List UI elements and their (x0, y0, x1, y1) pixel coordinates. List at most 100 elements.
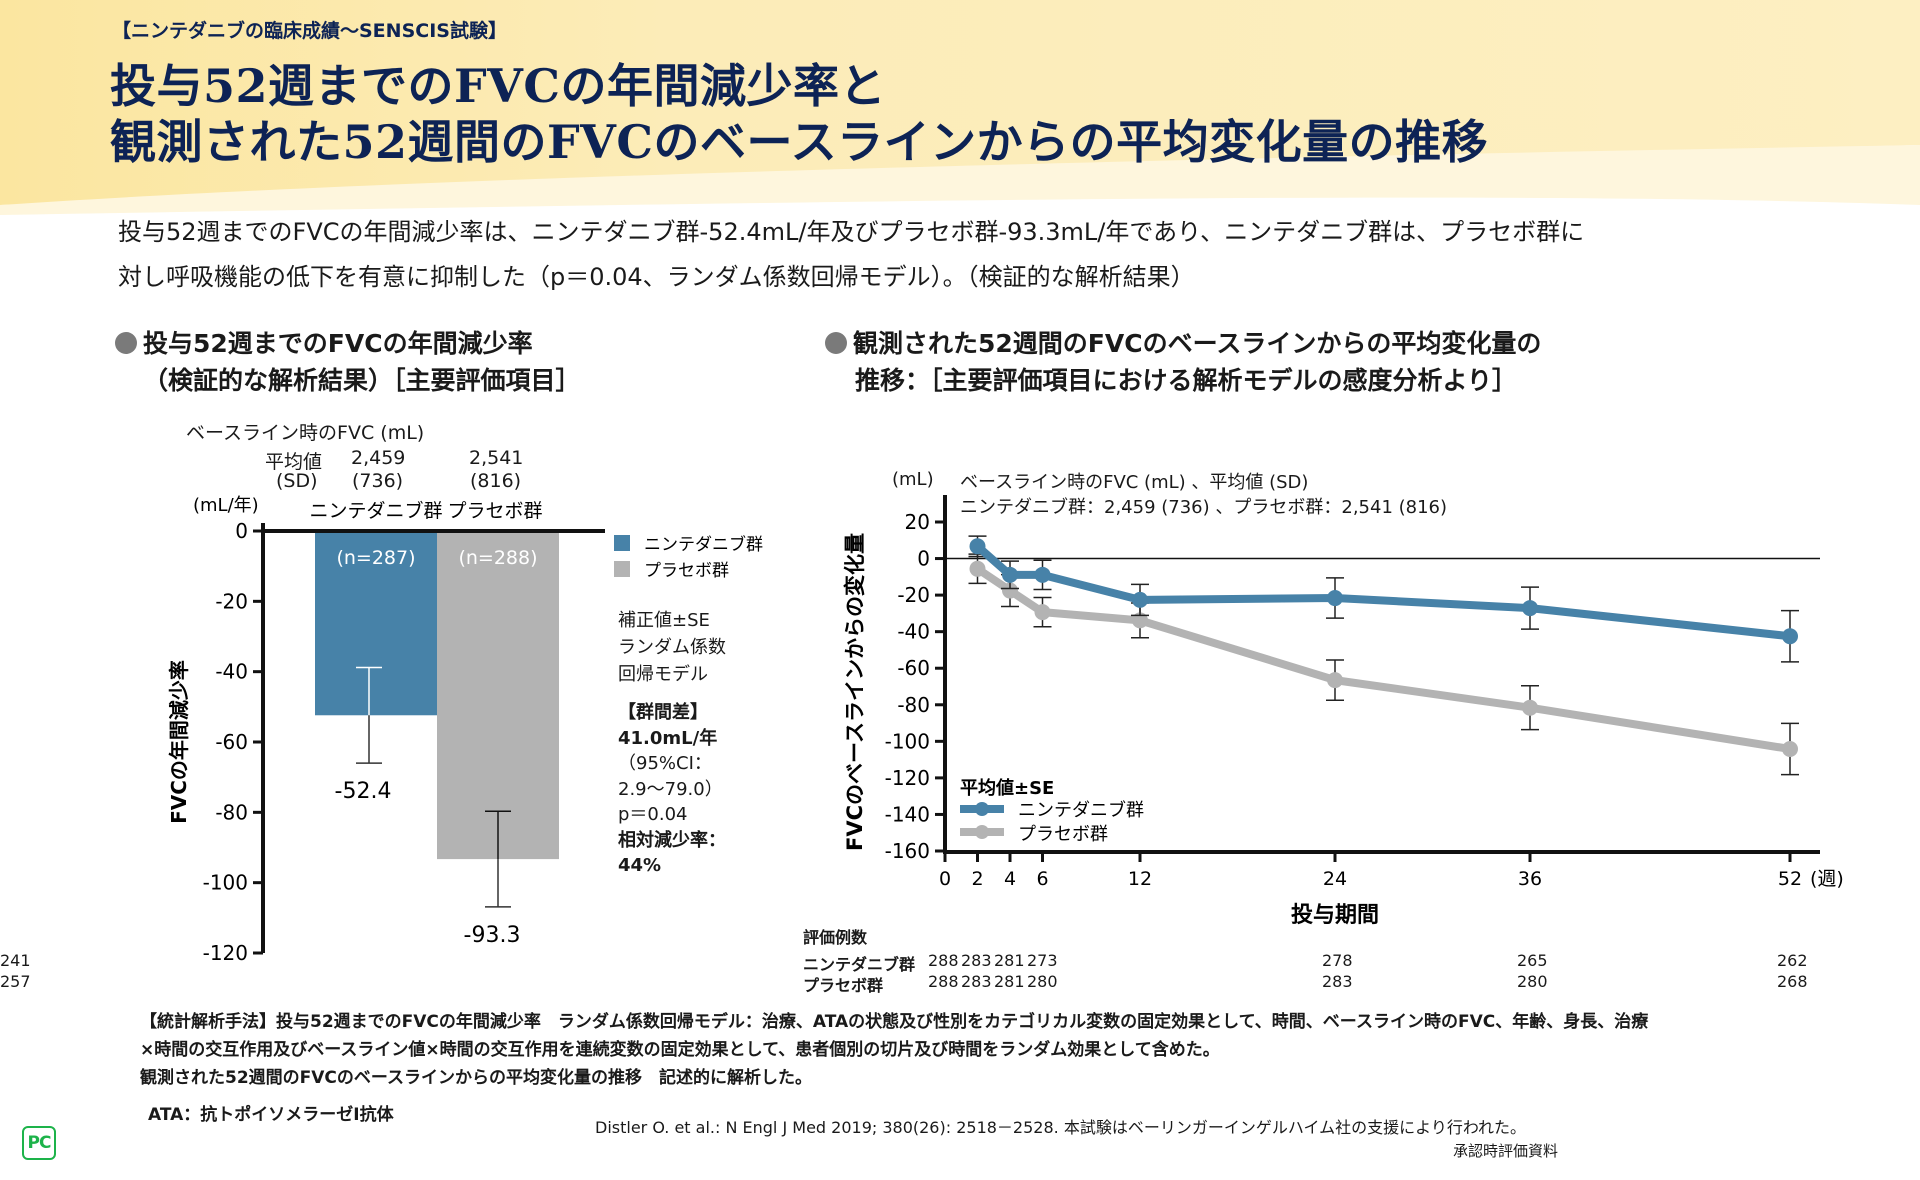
line-y-tick-label: -140 (885, 802, 930, 826)
method-line1: 【統計解析手法】投与52週までのFVCの年間減少率 ランダム係数回帰モデル：治療… (140, 1012, 1649, 1032)
legend-swatch-placebo (614, 561, 630, 577)
model-note: 補正値±SE ランダム係数 回帰モデル (618, 607, 726, 688)
data-point-placebo (1522, 699, 1538, 716)
data-point-nintedanib (1034, 566, 1051, 583)
diff-note-line: p＝0.04 (618, 804, 688, 825)
bar-y-label: FVCの年間減少率 (167, 660, 191, 824)
citation: Distler O. et al.: N Engl J Med 2019; 38… (595, 1118, 1527, 1137)
page-title-line2: 観測された52週間のFVCのベースラインからの平均変化量の推移 (110, 115, 1489, 169)
header-background (0, 0, 1920, 215)
bar-y-tick-label: -120 (203, 941, 248, 965)
left-heading-line1: 投与52週までのFVCの年間減少率 (115, 324, 533, 360)
bar-nint-mean: 2,459 (351, 447, 406, 469)
n-table-cell: 288 (928, 951, 959, 970)
n-table-cell: 281 (994, 951, 1025, 970)
data-point-placebo (1002, 582, 1018, 599)
bar-y-tick-label: -20 (215, 589, 248, 613)
n-table-title: 評価例数 (803, 928, 868, 947)
data-point-placebo (1782, 741, 1798, 758)
n-table-row-label: プラセボ群 (803, 976, 884, 995)
bar-n-label: (n=288) (458, 547, 537, 569)
data-point-nintedanib (1782, 628, 1798, 645)
n-table-cell: 262 (1777, 951, 1808, 970)
data-point-placebo (1327, 672, 1343, 689)
left-heading-line2: （検証的な解析結果）［主要評価項目］ (143, 366, 581, 395)
line-legend-nintedanib: ニンテダニブ群 (1018, 799, 1144, 821)
bar-y-unit: (mL/年) (193, 495, 259, 516)
legend-label-placebo: プラセボ群 (644, 561, 729, 581)
legend-swatch-nintedanib (614, 535, 630, 551)
series-line-nintedanib (974, 543, 1791, 641)
line-y-tick-label: 0 (917, 547, 930, 571)
method-line3: 観測された52週間のFVCのベースラインからの平均変化量の推移 記述的に解析した… (140, 1068, 813, 1088)
n-table-cell: 288 (928, 972, 959, 991)
line-baseline-caption2: ニンテダニブ群：2,459 (736) 、プラセボ群：2,541 (816) (960, 497, 1448, 518)
line-x-tick-label: 0 (939, 868, 951, 890)
bar-nintedanib (315, 531, 437, 716)
model-note-line: 補正値±SE (618, 610, 710, 631)
line-x-tick-label: 2 (971, 868, 983, 890)
diff-note-line: 44% (618, 855, 662, 876)
bar-placebo (437, 531, 559, 860)
bar-category-label: プラセボ群 (447, 500, 542, 522)
line-x-tick-label: 24 (1323, 868, 1347, 890)
n-table-cell: 268 (1777, 972, 1808, 991)
n-table-cell: 241 (0, 951, 31, 970)
bar-y-tick-label: 0 (235, 519, 248, 543)
method-line2: ×時間の交互作用及びベースライン値×時間の交互作用を連続変数の固定効果として、患… (140, 1040, 1220, 1060)
bar-mean-label: 平均値 (265, 451, 323, 473)
data-point-nintedanib (1002, 566, 1018, 583)
line-y-tick-label: -120 (885, 766, 930, 790)
line-y-tick-label: -40 (897, 620, 930, 644)
data-point-nintedanib (1522, 600, 1538, 617)
bar-n-label: (n=287) (336, 547, 415, 569)
line-y-tick-label: 20 (905, 510, 930, 534)
legend-marker-placebo (975, 825, 989, 839)
line-y-tick-label: -160 (885, 839, 930, 863)
bar-sd-label: (SD) (276, 470, 318, 492)
bullet-icon (825, 332, 847, 354)
data-point-nintedanib (1132, 591, 1148, 608)
line-x-label: 投与期間 (1291, 903, 1379, 928)
line-y-label: FVCのベースラインからの変化量 (843, 533, 867, 851)
line-x-unit: (週) (1810, 868, 1844, 890)
legend-label-nintedanib: ニンテダニブ群 (644, 534, 763, 555)
line-baseline-caption1: ベースライン時のFVC (mL) 、平均値 (SD) (960, 472, 1309, 493)
data-point-placebo (969, 560, 986, 577)
legend-marker-nintedanib (975, 802, 989, 816)
data-point-placebo (1132, 612, 1148, 629)
model-note-line: ランダム係数 (618, 637, 726, 658)
diff-note-line: 相対減少率： (618, 829, 726, 851)
diff-note-line: 41.0mL/年 (618, 727, 718, 749)
line-y-tick-label: -60 (897, 656, 930, 680)
bar-y-tick-label: -40 (215, 660, 248, 684)
data-point-nintedanib (969, 538, 986, 555)
n-table-cell: 265 (1517, 951, 1548, 970)
bar-plac-mean: 2,541 (469, 447, 524, 469)
bar-value-label: -93.3 (464, 923, 521, 948)
right-heading-line2: 推移：［主要評価項目における解析モデルの感度分析より］ (855, 366, 1518, 395)
group-difference-note: 【群間差】 41.0mL/年 （95%CI： 2.9～79.0） p＝0.04 … (618, 700, 726, 879)
data-point-nintedanib (1327, 590, 1343, 607)
description-line2: 対し呼吸機能の低下を有意に抑制した（p＝0.04、ランダム係数回帰モデル）。（検… (118, 263, 1195, 291)
bar-y-tick-label: -60 (215, 730, 248, 754)
diff-note-line: 2.9～79.0） (618, 778, 723, 800)
n-table-cell: 283 (1322, 972, 1353, 991)
line-x-tick-label: 6 (1036, 868, 1048, 890)
bar-nint-sd: (736) (352, 470, 404, 492)
line-x-tick-label: 52 (1778, 868, 1802, 890)
line-unit-label: (mL) (892, 469, 934, 490)
right-heading-text1: 観測された52週間のFVCのベースラインからの平均変化量の (853, 329, 1542, 358)
line-legend-placebo: プラセボ群 (1018, 824, 1108, 845)
bar-category-label: ニンテダニブ群 (309, 499, 442, 522)
pc-logo: PC (22, 1126, 56, 1160)
n-table-cell: 283 (961, 972, 992, 991)
n-table-cell: 273 (1027, 951, 1058, 970)
line-x-tick-label: 12 (1128, 868, 1152, 890)
diff-note-line: （95%CI： (618, 753, 712, 774)
source-note: 承認時評価資料 (1453, 1142, 1559, 1160)
model-note-line: 回帰モデル (618, 664, 708, 685)
n-table-cell: 281 (994, 972, 1025, 991)
